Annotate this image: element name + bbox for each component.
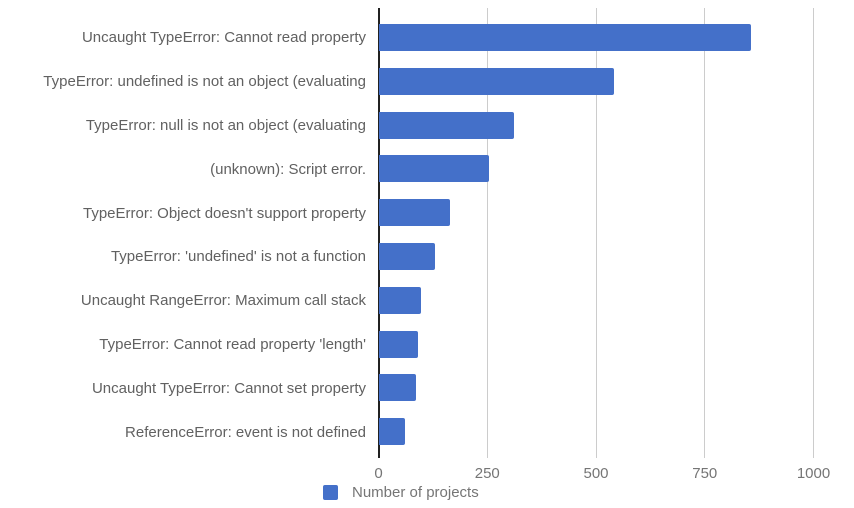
- gridline-1000: [813, 8, 814, 458]
- gridline-500: [595, 8, 597, 458]
- bar: [379, 418, 406, 446]
- category-label: Uncaught TypeError: Cannot read property: [81, 29, 366, 47]
- category-label: TypeError: undefined is not an object (e…: [43, 73, 366, 91]
- legend-label: Number of projects: [352, 484, 479, 501]
- category-label: TypeError: Cannot read property 'length': [99, 335, 366, 353]
- bar: [379, 199, 451, 227]
- chart-row: TypeError: null is not an object (evalua…: [0, 104, 854, 148]
- x-tick-label-750: 750: [692, 464, 718, 482]
- bar: [379, 111, 514, 139]
- legend: Number of projects: [323, 484, 479, 501]
- chart-row: TypeError: 'undefined' is not a function: [0, 235, 854, 279]
- bar: [379, 374, 416, 402]
- x-tick-label-250: 250: [474, 464, 500, 482]
- category-label: ReferenceError: event is not defined: [125, 423, 366, 441]
- category-label: TypeError: Object doesn't support proper…: [82, 204, 366, 222]
- chart-row: Uncaught TypeError: Cannot read property: [0, 16, 854, 60]
- chart-row: Uncaught RangeError: Maximum call stack: [0, 279, 854, 323]
- chart-row: TypeError: undefined is not an object (e…: [0, 60, 854, 104]
- chart-row: TypeError: Cannot read property 'length': [0, 323, 854, 367]
- bar: [379, 155, 490, 183]
- category-label: Uncaught RangeError: Maximum call stack: [80, 292, 366, 310]
- category-label: TypeError: 'undefined' is not a function: [110, 248, 366, 266]
- legend-swatch: [323, 485, 338, 500]
- category-label: (unknown): Script error.: [210, 160, 366, 178]
- y-axis-line: [377, 8, 380, 458]
- chart-row: Uncaught TypeError: Cannot set property: [0, 366, 854, 410]
- gridline-750: [704, 8, 706, 458]
- bar: [379, 286, 422, 314]
- bar: [379, 243, 435, 270]
- category-label: Uncaught TypeError: Cannot set property: [91, 379, 366, 397]
- gridline-250: [486, 8, 488, 458]
- bar: [379, 67, 614, 95]
- bar: [379, 24, 751, 51]
- x-tick-label-0: 0: [374, 464, 383, 482]
- chart-row: (unknown): Script error.: [0, 147, 854, 191]
- chart-row: ReferenceError: event is not defined: [0, 410, 854, 454]
- bar: [379, 330, 419, 358]
- x-tick-label-500: 500: [583, 464, 609, 482]
- x-tick-label-1000: 1000: [796, 464, 831, 482]
- chart-row: TypeError: Object doesn't support proper…: [0, 191, 854, 235]
- category-label: TypeError: null is not an object (evalua…: [85, 116, 366, 134]
